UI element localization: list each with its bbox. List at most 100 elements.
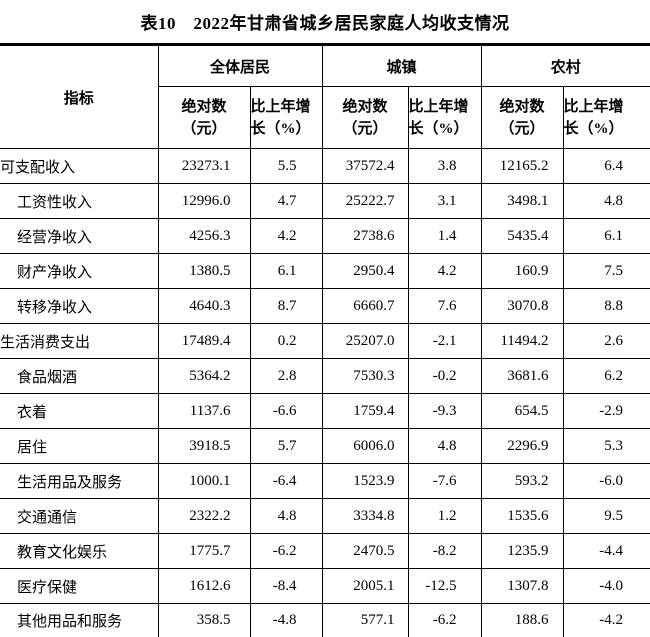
- value-cell: 3918.5: [157, 428, 251, 464]
- table-row: 衣着 1137.6 -6.6 1759.4 -9.3 654.5 -2.9: [0, 393, 650, 429]
- value-cell: 577.1: [321, 603, 409, 637]
- value-cell: 5.3: [562, 428, 650, 464]
- subheader-absolute-urban: 绝对数 （元）: [321, 86, 409, 149]
- value-cell: 6.1: [562, 218, 650, 254]
- group-header-rural: 农村: [480, 44, 650, 87]
- value-cell: -6.2: [407, 603, 482, 637]
- value-cell: -4.4: [562, 533, 650, 569]
- value-cell: -9.3: [407, 393, 482, 429]
- value-cell: 3498.1: [480, 183, 564, 219]
- value-cell: -7.6: [407, 463, 482, 499]
- value-cell: 2322.2: [157, 498, 251, 534]
- value-cell: 188.6: [480, 603, 564, 637]
- row-label: 食品烟酒: [0, 358, 159, 394]
- value-cell: 4.7: [249, 183, 323, 219]
- value-cell: -6.0: [562, 463, 650, 499]
- subheader-growth-urban: 比上年增 长（%）: [407, 86, 482, 149]
- value-cell: 4256.3: [157, 218, 251, 254]
- value-cell: 4.8: [249, 498, 323, 534]
- value-cell: 8.7: [249, 288, 323, 324]
- value-cell: 1.2: [407, 498, 482, 534]
- income-expenditure-table: 指标 全体居民 城镇 农村 绝对数 （元） 比上年增 长（%） 绝对数 （元）: [0, 43, 650, 637]
- value-cell: 1307.8: [480, 568, 564, 604]
- value-cell: -8.2: [407, 533, 482, 569]
- value-cell: 1000.1: [157, 463, 251, 499]
- row-label: 生活消费支出: [0, 323, 159, 359]
- value-cell: -6.2: [249, 533, 323, 569]
- row-label: 其他用品和服务: [0, 603, 159, 637]
- table-row: 生活消费支出 17489.4 0.2 25207.0 -2.1 11494.2 …: [0, 323, 650, 359]
- subheader-growth-rural: 比上年增 长（%）: [562, 86, 650, 149]
- value-cell: 17489.4: [157, 323, 251, 359]
- row-label: 交通通信: [0, 498, 159, 534]
- value-cell: -8.4: [249, 568, 323, 604]
- value-cell: 1137.6: [157, 393, 251, 429]
- value-cell: 1775.7: [157, 533, 251, 569]
- table-row: 转移净收入 4640.3 8.7 6660.7 7.6 3070.8 8.8: [0, 288, 650, 324]
- value-cell: 2005.1: [321, 568, 409, 604]
- value-cell: -0.2: [407, 358, 482, 394]
- value-cell: 23273.1: [157, 148, 251, 184]
- value-cell: 5.7: [249, 428, 323, 464]
- value-cell: 3070.8: [480, 288, 564, 324]
- value-cell: 8.8: [562, 288, 650, 324]
- table-row: 可支配收入 23273.1 5.5 37572.4 3.8 12165.2 6.…: [0, 148, 650, 184]
- value-cell: 1535.6: [480, 498, 564, 534]
- table-row: 财产净收入 1380.5 6.1 2950.4 4.2 160.9 7.5: [0, 253, 650, 289]
- value-cell: 2.6: [562, 323, 650, 359]
- value-cell: 7.6: [407, 288, 482, 324]
- value-cell: 1235.9: [480, 533, 564, 569]
- row-label: 居住: [0, 428, 159, 464]
- value-cell: 593.2: [480, 463, 564, 499]
- row-label: 经营净收入: [0, 218, 159, 254]
- table-row: 生活用品及服务 1000.1 -6.4 1523.9 -7.6 593.2 -6…: [0, 463, 650, 499]
- value-cell: 2470.5: [321, 533, 409, 569]
- value-cell: 6.2: [562, 358, 650, 394]
- value-cell: -4.2: [562, 603, 650, 637]
- value-cell: 1.4: [407, 218, 482, 254]
- value-cell: 25207.0: [321, 323, 409, 359]
- value-cell: 2.8: [249, 358, 323, 394]
- table-row: 经营净收入 4256.3 4.2 2738.6 1.4 5435.4 6.1: [0, 218, 650, 254]
- value-cell: 4640.3: [157, 288, 251, 324]
- value-cell: 25222.7: [321, 183, 409, 219]
- value-cell: 5.5: [249, 148, 323, 184]
- row-label: 可支配收入: [0, 148, 159, 184]
- value-cell: 160.9: [480, 253, 564, 289]
- row-label: 教育文化娱乐: [0, 533, 159, 569]
- value-cell: -4.0: [562, 568, 650, 604]
- value-cell: 1523.9: [321, 463, 409, 499]
- value-cell: 3.8: [407, 148, 482, 184]
- value-cell: 6006.0: [321, 428, 409, 464]
- table-row: 居住 3918.5 5.7 6006.0 4.8 2296.9 5.3: [0, 428, 650, 464]
- row-label: 转移净收入: [0, 288, 159, 324]
- value-cell: -6.4: [249, 463, 323, 499]
- value-cell: 358.5: [157, 603, 251, 637]
- value-cell: 4.2: [407, 253, 482, 289]
- value-cell: 12165.2: [480, 148, 564, 184]
- sub-header-row: 绝对数 （元） 比上年增 长（%） 绝对数 （元） 比上年增 长（%） 绝对数: [0, 86, 650, 149]
- table-row: 其他用品和服务 358.5 -4.8 577.1 -6.2 188.6 -4.2: [0, 603, 650, 637]
- value-cell: -6.6: [249, 393, 323, 429]
- value-cell: -4.8: [249, 603, 323, 637]
- value-cell: -2.1: [407, 323, 482, 359]
- value-cell: 4.8: [407, 428, 482, 464]
- row-label: 医疗保健: [0, 568, 159, 604]
- group-header-all-residents: 全体居民: [157, 44, 323, 87]
- value-cell: 1759.4: [321, 393, 409, 429]
- subheader-absolute-rural: 绝对数 （元）: [480, 86, 564, 149]
- table-row: 教育文化娱乐 1775.7 -6.2 2470.5 -8.2 1235.9 -4…: [0, 533, 650, 569]
- value-cell: 6660.7: [321, 288, 409, 324]
- value-cell: -2.9: [562, 393, 650, 429]
- table-row: 工资性收入 12996.0 4.7 25222.7 3.1 3498.1 4.8: [0, 183, 650, 219]
- value-cell: 1612.6: [157, 568, 251, 604]
- value-cell: 2950.4: [321, 253, 409, 289]
- group-header-row: 指标 全体居民 城镇 农村: [0, 44, 650, 149]
- value-cell: 12996.0: [157, 183, 251, 219]
- subheader-absolute-all: 绝对数 （元）: [158, 86, 251, 149]
- table-row: 交通通信 2322.2 4.8 3334.8 1.2 1535.6 9.5: [0, 498, 650, 534]
- value-cell: 6.4: [562, 148, 650, 184]
- row-label: 衣着: [0, 393, 159, 429]
- value-cell: 5435.4: [480, 218, 564, 254]
